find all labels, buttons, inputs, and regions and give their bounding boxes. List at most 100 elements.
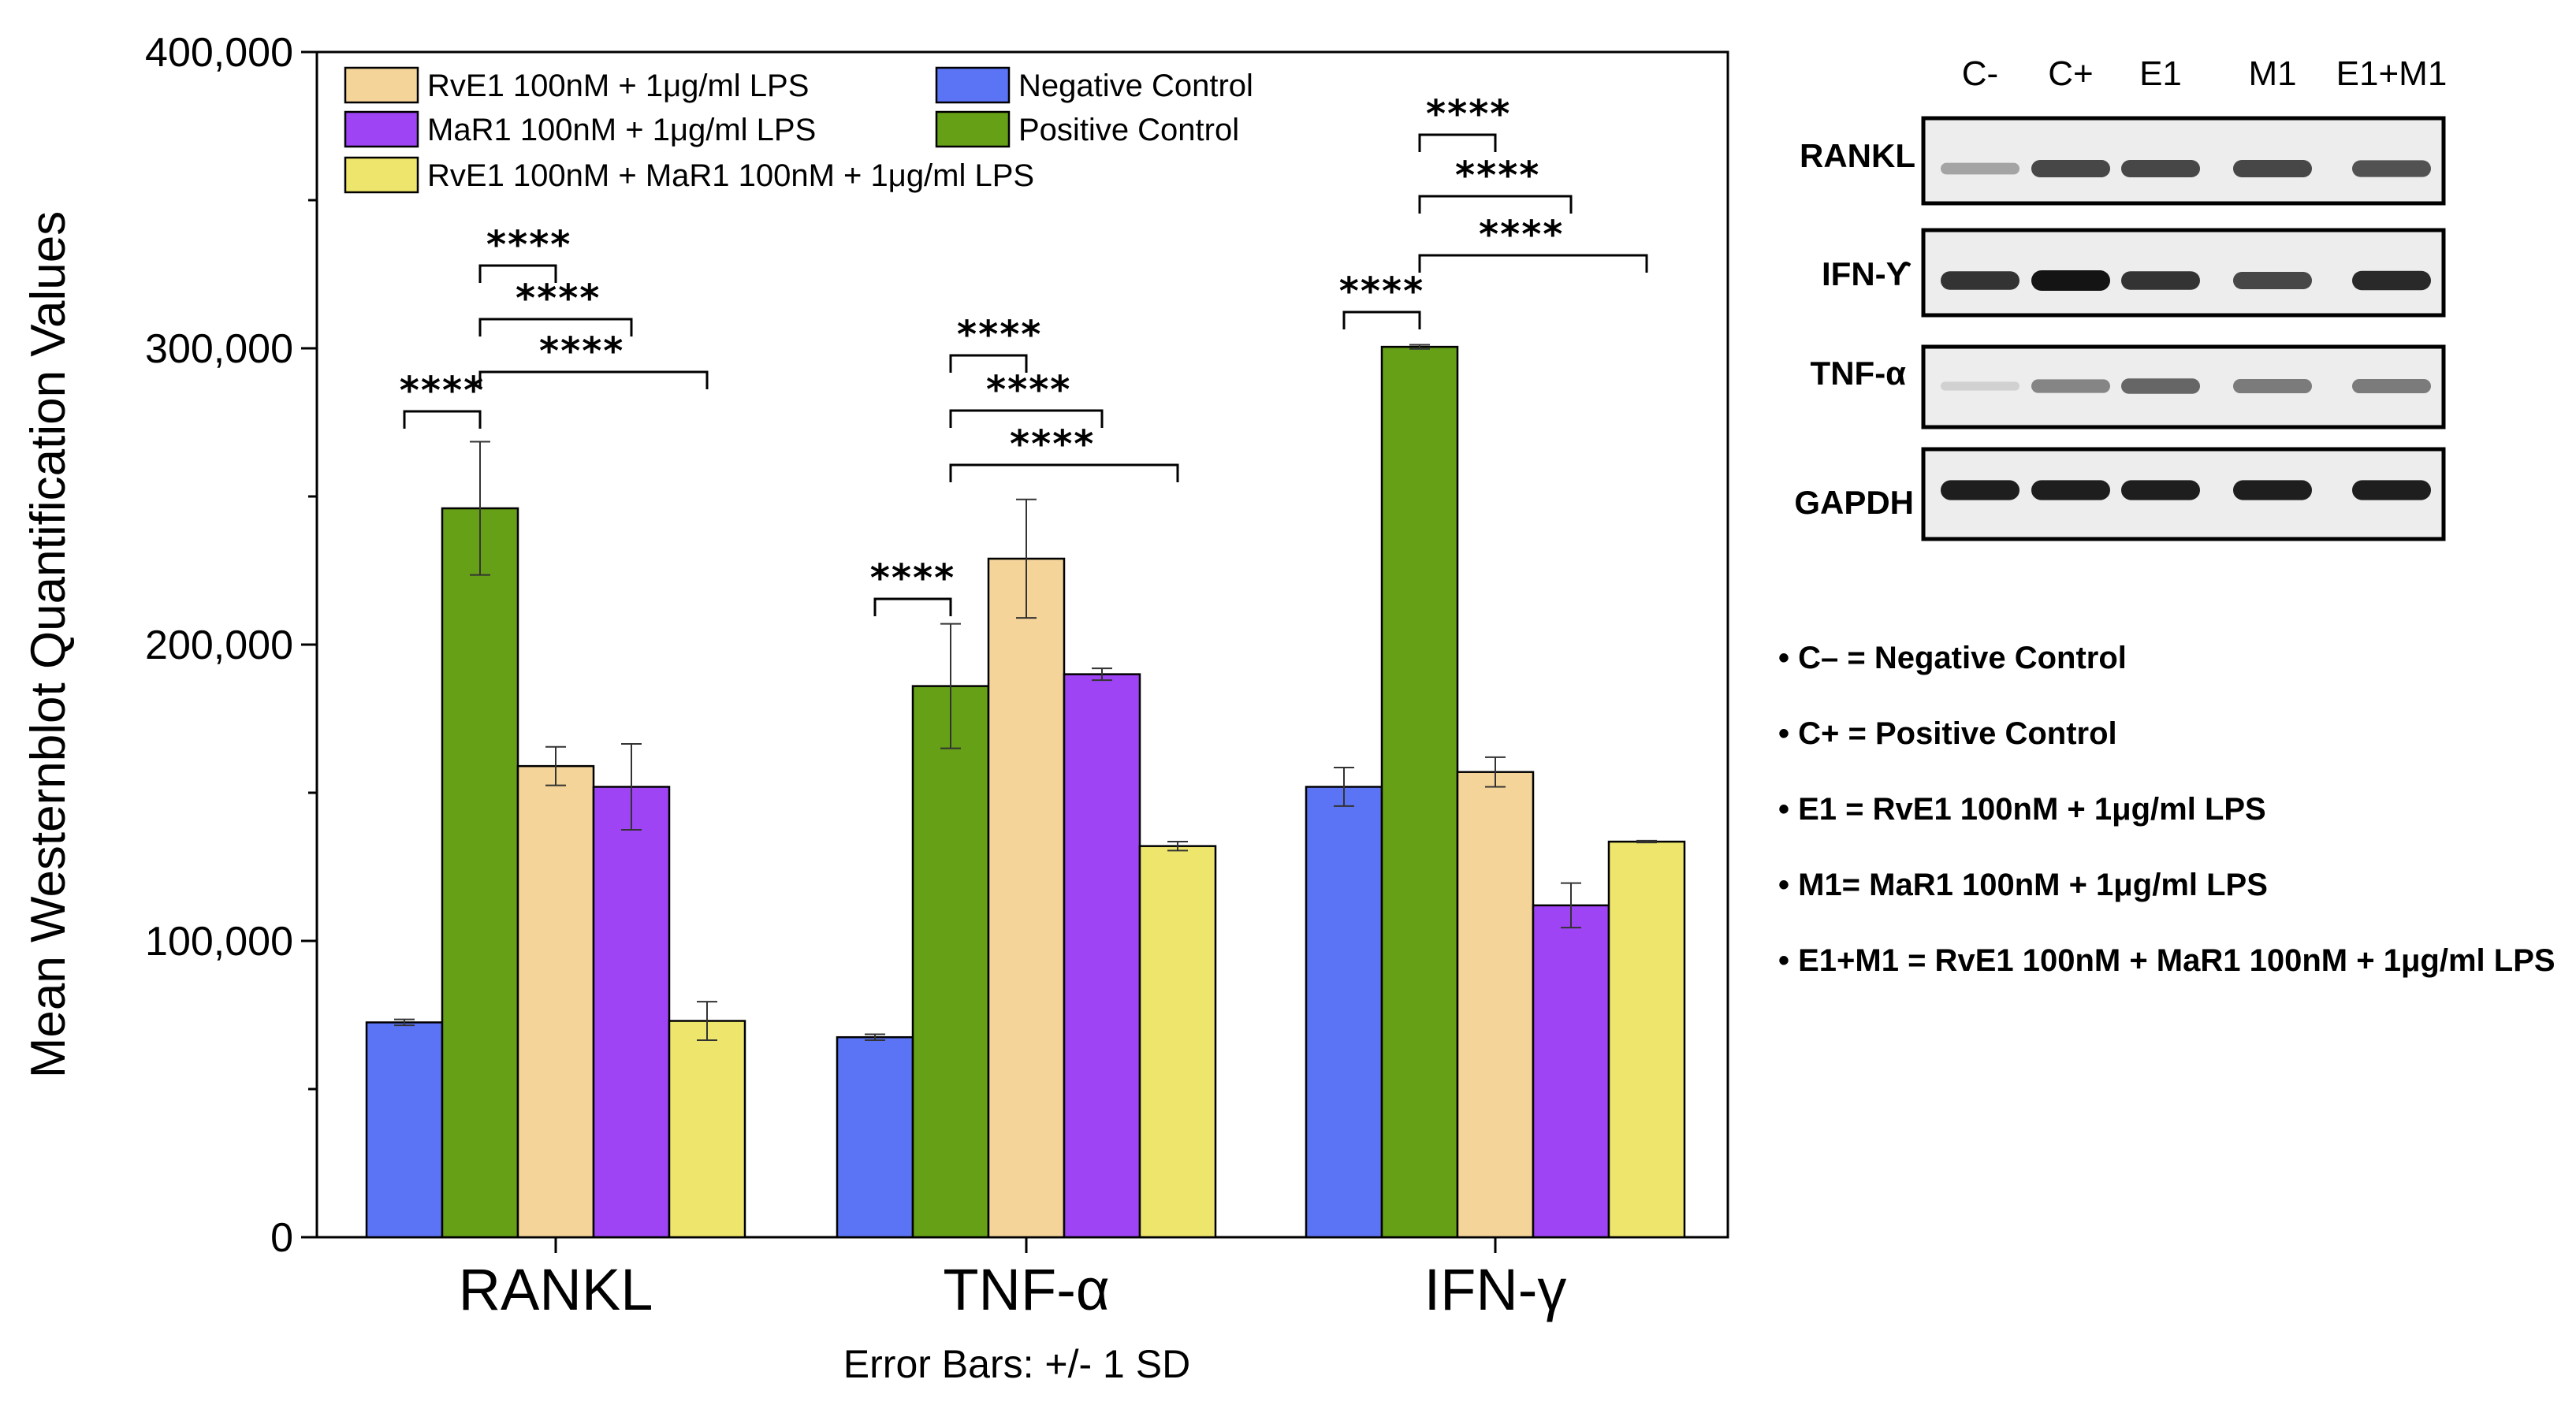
abbreviation-list: • C– = Negative Control • C+ = Positive C… — [1778, 641, 2556, 978]
blot-band — [2121, 480, 2200, 500]
category-label: RANKL — [459, 1257, 653, 1322]
blot-row-label: RANKL — [1800, 137, 1915, 174]
blot-band — [2121, 271, 2200, 290]
significance-bracket — [1418, 133, 1497, 152]
blot-band — [2352, 379, 2431, 393]
significance-stars: **** — [1455, 154, 1540, 198]
bar — [441, 507, 519, 1239]
significance-bracket — [873, 597, 952, 616]
blot-row-label: IFN-ϒ — [1822, 255, 1912, 292]
blot-row: RANKL — [1800, 116, 2446, 206]
significance-stars: **** — [1426, 92, 1511, 136]
y-axis-ticks: 0 100,000 200,000 300,000 400,000 — [145, 30, 317, 1261]
significance-stars: **** — [1010, 422, 1095, 467]
bar — [1063, 673, 1141, 1239]
y-tick-label: 200,000 — [145, 623, 293, 668]
blot-band — [2233, 480, 2312, 500]
significance-bracket — [949, 409, 1104, 428]
blot-band — [2233, 272, 2312, 289]
significance-bracket — [403, 410, 482, 429]
significance-bracket — [1418, 254, 1648, 273]
legend-swatch — [344, 66, 419, 104]
bar — [987, 557, 1066, 1239]
blot-band — [2352, 480, 2431, 500]
blot-row: TNF-α — [1811, 344, 2446, 429]
abbreviation-item: • C– = Negative Control — [1778, 641, 2127, 675]
y-tick-label: 300,000 — [145, 326, 293, 372]
blot-band — [2233, 160, 2312, 177]
blot-band — [2031, 480, 2110, 500]
blot-row-label: GAPDH — [1794, 484, 1914, 521]
significance-stars: **** — [486, 223, 571, 267]
significance-stars: **** — [539, 329, 624, 374]
legend: RvE1 100nM + 1μg/ml LPS Negative Control M… — [344, 66, 1253, 194]
blot-lane-label: C- — [1962, 54, 1998, 93]
blot-band — [2031, 160, 2110, 177]
legend-swatch — [935, 110, 1011, 148]
abbreviation-item: • E1 = RvE1 100nM + 1μg/ml LPS — [1778, 792, 2266, 827]
significance-stars: **** — [957, 313, 1042, 357]
blot-strip — [1921, 116, 2446, 206]
y-tick-label: 400,000 — [145, 30, 293, 76]
significance-bracket — [949, 354, 1028, 373]
significance-brackets: **** **** **** **** **** **** **** **** **** ****… — [400, 92, 1648, 616]
blot-lane-label: C+ — [2048, 54, 2093, 93]
significance-bracket — [478, 370, 709, 389]
blot-band — [1941, 271, 2019, 290]
error-bar-note: Error Bars: +/- 1 SD — [843, 1342, 1190, 1386]
significance-stars: **** — [1339, 270, 1424, 314]
significance-stars: **** — [516, 277, 601, 321]
significance-bracket — [478, 264, 557, 283]
bar — [1456, 771, 1535, 1239]
bar — [592, 786, 671, 1239]
blot-lane-labels: C- C+ E1 M1 E1+M1 — [1962, 54, 2448, 93]
blot-row-label: TNF-α — [1811, 355, 1907, 392]
bars — [365, 345, 1686, 1239]
legend-label: Positive Control — [1018, 113, 1239, 147]
significance-stars: **** — [986, 368, 1071, 412]
legend-swatch — [935, 66, 1011, 104]
blot-band — [2031, 379, 2110, 393]
significance-stars: **** — [400, 369, 485, 413]
legend-label: RvE1 100nM + 1μg/ml LPS — [427, 69, 809, 103]
bar — [365, 1021, 444, 1239]
significance-bracket — [1418, 195, 1573, 214]
bar — [1138, 845, 1217, 1239]
blot-band — [2233, 379, 2312, 393]
y-axis-label: Mean Westernblot Quantification Values — [21, 211, 76, 1079]
blot-row: IFN-ϒ — [1822, 228, 2446, 318]
legend-label: MaR1 100nM + 1μg/ml LPS — [427, 113, 816, 147]
legend-label: Negative Control — [1018, 69, 1253, 103]
legend-swatch — [344, 156, 419, 194]
abbreviation-item: • M1= MaR1 100nM + 1μg/ml LPS — [1778, 868, 2268, 902]
significance-stars: **** — [870, 556, 955, 600]
blot-rows: RANKL IFN-ϒ TNF-α GAPDH — [1794, 116, 2446, 541]
blot-band — [1941, 381, 2019, 391]
error-bars — [394, 344, 1657, 1041]
blot-band — [1941, 162, 2019, 175]
blot-band — [2121, 160, 2200, 177]
significance-stars: **** — [1479, 213, 1564, 257]
bar — [1305, 786, 1383, 1239]
blot-band — [2121, 378, 2200, 394]
bar — [1607, 840, 1686, 1239]
blot-band — [2031, 270, 2110, 291]
significance-bracket — [478, 318, 633, 336]
bar — [836, 1035, 914, 1239]
bar — [668, 1020, 746, 1239]
blot-row: GAPDH — [1794, 447, 2446, 541]
category-label: IFN-γ — [1424, 1257, 1567, 1322]
blot-band — [2352, 270, 2431, 291]
blot-lane-label: M1 — [2248, 54, 2296, 93]
significance-bracket — [1342, 310, 1421, 329]
bar — [911, 685, 990, 1239]
legend-swatch — [344, 110, 419, 148]
bar — [1532, 904, 1610, 1239]
abbreviation-item: • E1+M1 = RvE1 100nM + MaR1 100nM + 1μg/… — [1778, 943, 2556, 978]
y-tick-label: 0 — [270, 1215, 293, 1261]
category-label: TNF-α — [943, 1257, 1109, 1322]
significance-bracket — [949, 463, 1179, 482]
bar — [516, 764, 595, 1239]
